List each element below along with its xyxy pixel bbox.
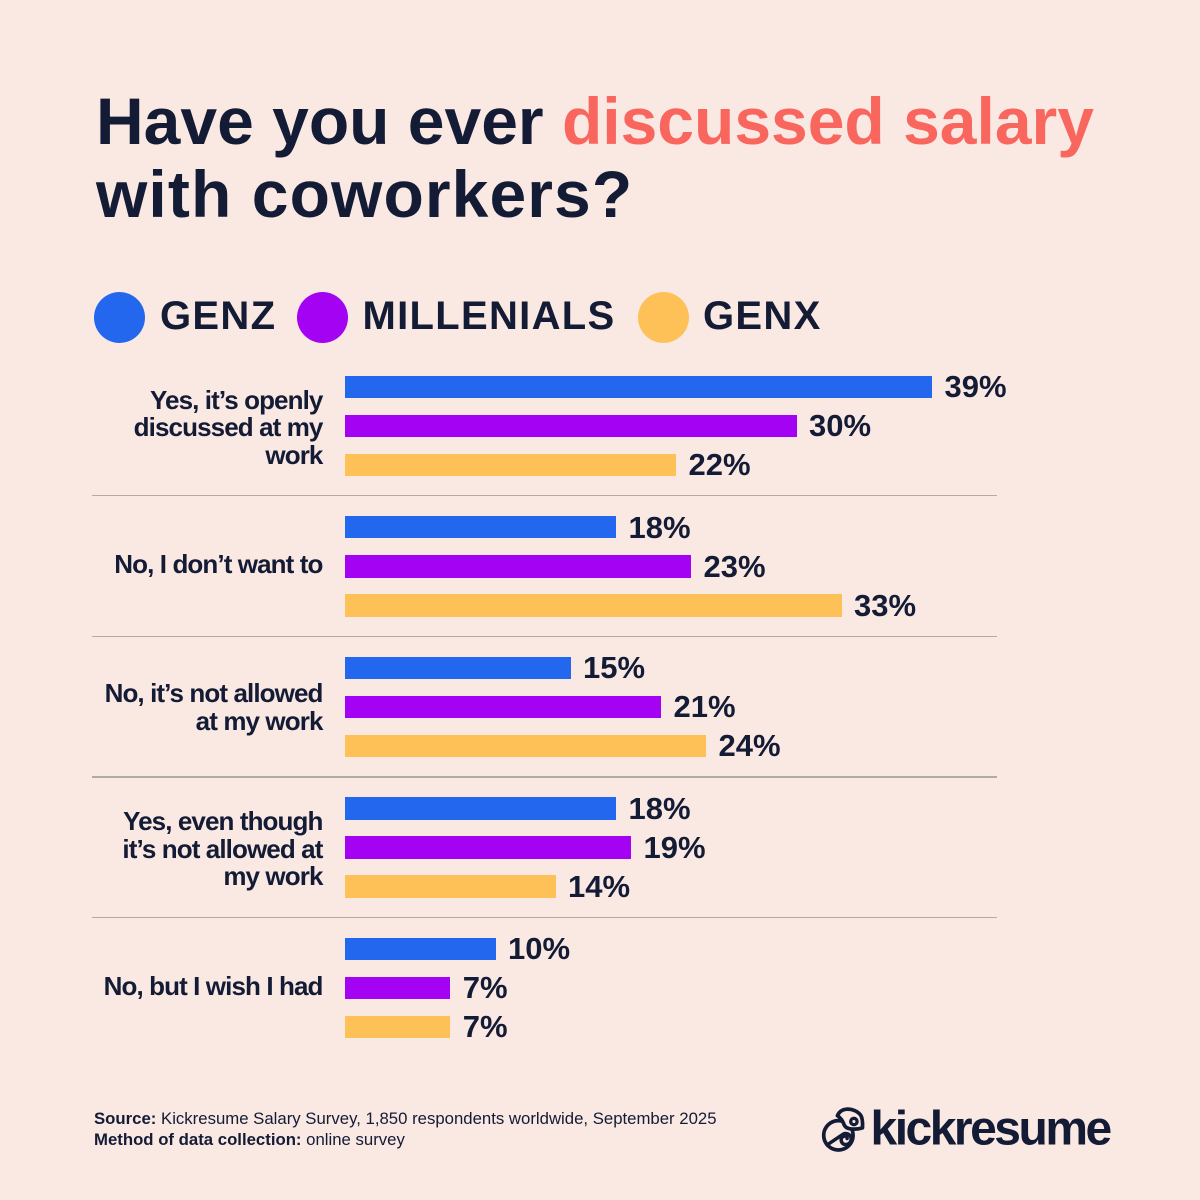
- svg-text:kickresume: kickresume: [871, 1103, 1112, 1156]
